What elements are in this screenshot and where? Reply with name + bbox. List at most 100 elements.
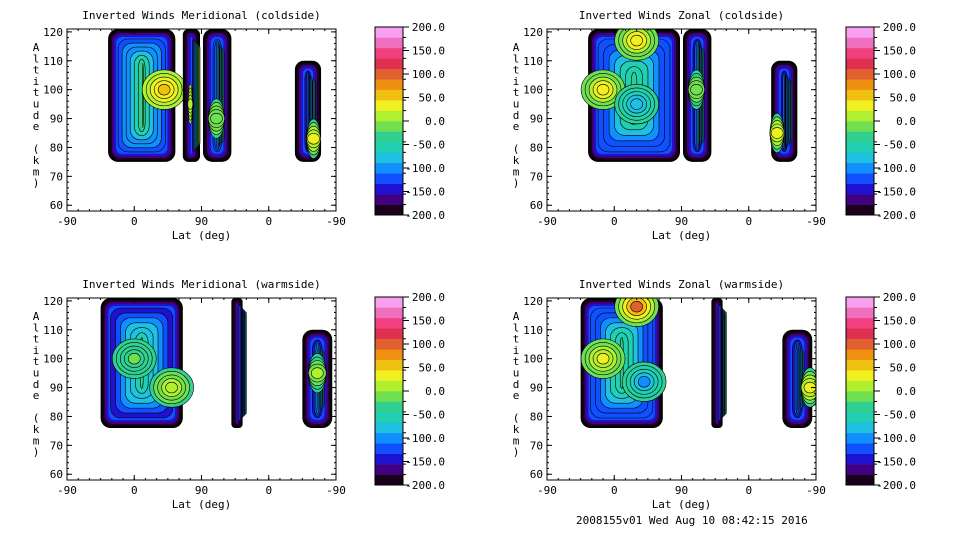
colorbar-swatch (846, 453, 874, 465)
y-tick-label: 60 (530, 468, 543, 481)
x-tick-label: -90 (806, 484, 826, 497)
y-tick-label: 120 (523, 295, 543, 308)
field-rim (717, 304, 719, 422)
x-tick-label: 90 (675, 484, 688, 497)
x-tick-label: 0 (265, 215, 272, 228)
y-tick-label: 80 (530, 410, 543, 423)
colorbar-tick-label: -150.0 (876, 186, 916, 199)
colorbar-swatch (846, 474, 874, 486)
field-rim (237, 304, 239, 422)
field-band (245, 311, 247, 415)
colorbar-swatch (846, 152, 874, 164)
colorbar-swatch (846, 359, 874, 371)
footer-timestamp: 2008155v01 Wed Aug 10 08:42:15 2016 (576, 514, 808, 527)
field-spot (596, 352, 610, 365)
x-tick-label: -90 (57, 215, 77, 228)
panel-title: Inverted Winds Meridional (warmside) (82, 278, 320, 291)
colorbar-tick-label: -50.0 (412, 409, 445, 422)
y-tick-label: 110 (523, 55, 543, 68)
colorbar-swatch (375, 141, 403, 153)
colorbar-swatch (846, 183, 874, 195)
wind-field (108, 29, 322, 162)
y-tick-label: 120 (523, 26, 543, 39)
field-band (797, 344, 800, 413)
y-tick-label: 120 (43, 26, 63, 39)
field-spot (157, 83, 171, 96)
colorbar-tick-label: 150.0 (883, 315, 916, 328)
colorbar-swatch (375, 401, 403, 413)
colorbar-swatch (846, 464, 874, 475)
colorbar-tick-label: 50.0 (890, 362, 917, 375)
colorbar-tick-label: 200.0 (883, 291, 916, 304)
x-tick-label: 0 (611, 215, 618, 228)
field-spot (596, 83, 610, 96)
x-tick-label: -90 (537, 484, 557, 497)
colorbar-swatch (846, 131, 874, 143)
field-band (790, 79, 792, 143)
field-spot (165, 381, 178, 394)
colorbar: 200.0 150.0 100.0 50.0 0.0 -50.0 -100.0 -150.0 -… (374, 291, 445, 492)
y-tick-label: 90 (530, 113, 543, 126)
x-tick-label: -90 (806, 215, 826, 228)
colorbar-swatch (375, 68, 403, 80)
wind-field (100, 298, 333, 428)
y-tick-label: 110 (43, 55, 63, 68)
colorbar: 200.0 150.0 100.0 50.0 0.0 -50.0 -100.0 -150.0 -… (845, 291, 917, 492)
colorbar-swatch (375, 317, 403, 329)
y-tick-label: 80 (530, 141, 543, 154)
colorbar-swatch (846, 307, 874, 319)
colorbar-swatch (846, 401, 874, 413)
colorbar-swatch (846, 370, 874, 381)
field-band (799, 346, 801, 412)
panel-meridional-coldside: Inverted Winds Meridional (coldside) 60 70… (33, 9, 445, 242)
field-band (784, 73, 786, 150)
colorbar-tick-label: -150.0 (876, 456, 916, 469)
colorbar-swatch (375, 338, 403, 350)
y-tick-label: 110 (523, 324, 543, 337)
colorbar-swatch (846, 432, 874, 444)
x-tick-label: 0 (745, 484, 752, 497)
x-tick-label: 0 (131, 484, 138, 497)
y-tick-label: 80 (50, 141, 63, 154)
colorbar-tick-label: 200.0 (412, 21, 445, 34)
wind-field (580, 298, 816, 428)
y-tick-label: 70 (530, 170, 543, 183)
colorbar-tick-label: -150.0 (405, 186, 445, 199)
colorbar-swatch (375, 58, 403, 70)
field-spot (637, 376, 651, 388)
x-tick-label: -90 (57, 484, 77, 497)
colorbar-swatch (375, 359, 403, 371)
y-tick-label: 80 (50, 410, 63, 423)
colorbar-swatch (846, 162, 874, 174)
colorbar-swatch (375, 131, 403, 143)
field-spot (127, 352, 141, 365)
x-tick-label: 90 (195, 215, 208, 228)
colorbar-swatch (375, 110, 403, 122)
field-rim (719, 306, 721, 420)
y-tick-label: 90 (50, 382, 63, 395)
colorbar-swatch (375, 297, 403, 308)
field-spot (770, 127, 784, 139)
y-tick-label: 100 (523, 84, 543, 97)
x-tick-label: -90 (537, 215, 557, 228)
colorbar-swatch (846, 141, 874, 153)
x-axis-label: Lat (deg) (172, 229, 232, 242)
colorbar-swatch (846, 443, 874, 454)
y-tick-label: 60 (50, 468, 63, 481)
colorbar-tick-label: 0.0 (425, 385, 445, 398)
field-spot (630, 34, 643, 47)
colorbar-swatch (375, 27, 403, 38)
panel-zonal-coldside: Inverted Winds Zonal (coldside) 60 70 80 90 1… (513, 9, 916, 242)
colorbar-tick-label: -200.0 (876, 479, 916, 492)
field-band (725, 311, 727, 415)
colorbar-tick-label: 150.0 (412, 315, 445, 328)
colorbar-swatch (846, 411, 874, 423)
colorbar-swatch (375, 443, 403, 454)
colorbar-swatch (846, 380, 874, 392)
panel-title: Inverted Winds Meridional (coldside) (82, 9, 320, 22)
colorbar-swatch (846, 317, 874, 329)
x-axis-label: Lat (deg) (172, 498, 232, 511)
x-axis-label: Lat (deg) (652, 498, 712, 511)
